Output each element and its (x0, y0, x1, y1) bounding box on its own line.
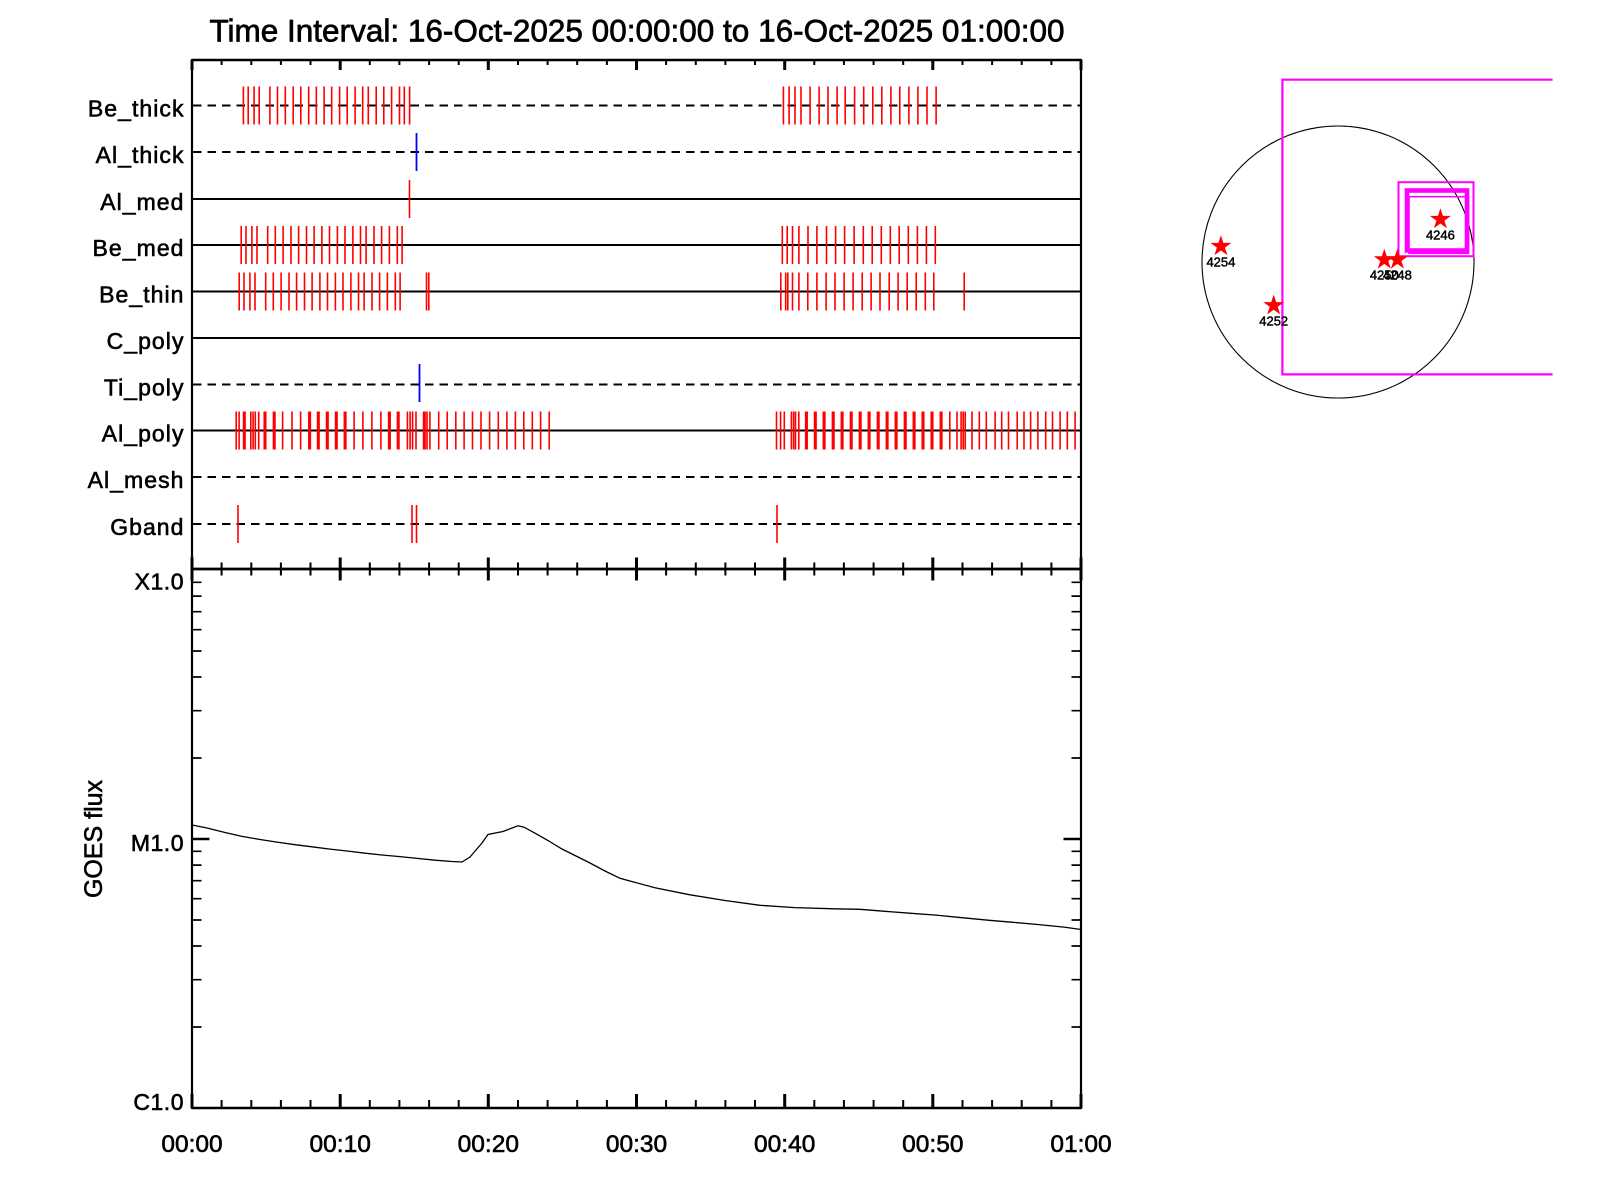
svg-text:Be_med: Be_med (93, 235, 185, 261)
svg-text:Al_poly: Al_poly (102, 421, 185, 447)
svg-text:C_poly: C_poly (107, 328, 185, 354)
svg-text:Time Interval: 16-Oct-2025 00:: Time Interval: 16-Oct-2025 00:00:00 to 1… (209, 13, 1064, 49)
svg-text:C1.0: C1.0 (133, 1089, 184, 1115)
svg-text:Ti_poly: Ti_poly (104, 375, 185, 401)
svg-text:00:40: 00:40 (754, 1131, 815, 1158)
svg-text:Al_mesh: Al_mesh (88, 467, 185, 493)
svg-text:00:10: 00:10 (310, 1131, 371, 1158)
svg-text:Gband: Gband (110, 514, 184, 540)
svg-text:Al_thick: Al_thick (96, 142, 185, 168)
svg-text:4250: 4250 (1370, 268, 1399, 283)
svg-text:00:00: 00:00 (161, 1131, 222, 1158)
svg-text:M1.0: M1.0 (131, 830, 184, 856)
svg-text:00:30: 00:30 (606, 1131, 667, 1158)
svg-text:Al_med: Al_med (100, 189, 184, 215)
svg-text:4248: 4248 (1383, 268, 1412, 283)
svg-text:Be_thick: Be_thick (88, 96, 185, 122)
svg-text:4254: 4254 (1206, 254, 1235, 269)
svg-text:Be_thin: Be_thin (99, 282, 184, 308)
svg-text:X1.0: X1.0 (135, 569, 184, 595)
svg-text:GOES flux: GOES flux (80, 779, 108, 898)
svg-text:00:20: 00:20 (458, 1131, 519, 1158)
svg-text:4246: 4246 (1426, 227, 1455, 242)
svg-text:00:50: 00:50 (902, 1131, 963, 1158)
svg-text:01:00: 01:00 (1050, 1131, 1111, 1158)
svg-text:4252: 4252 (1259, 314, 1288, 329)
